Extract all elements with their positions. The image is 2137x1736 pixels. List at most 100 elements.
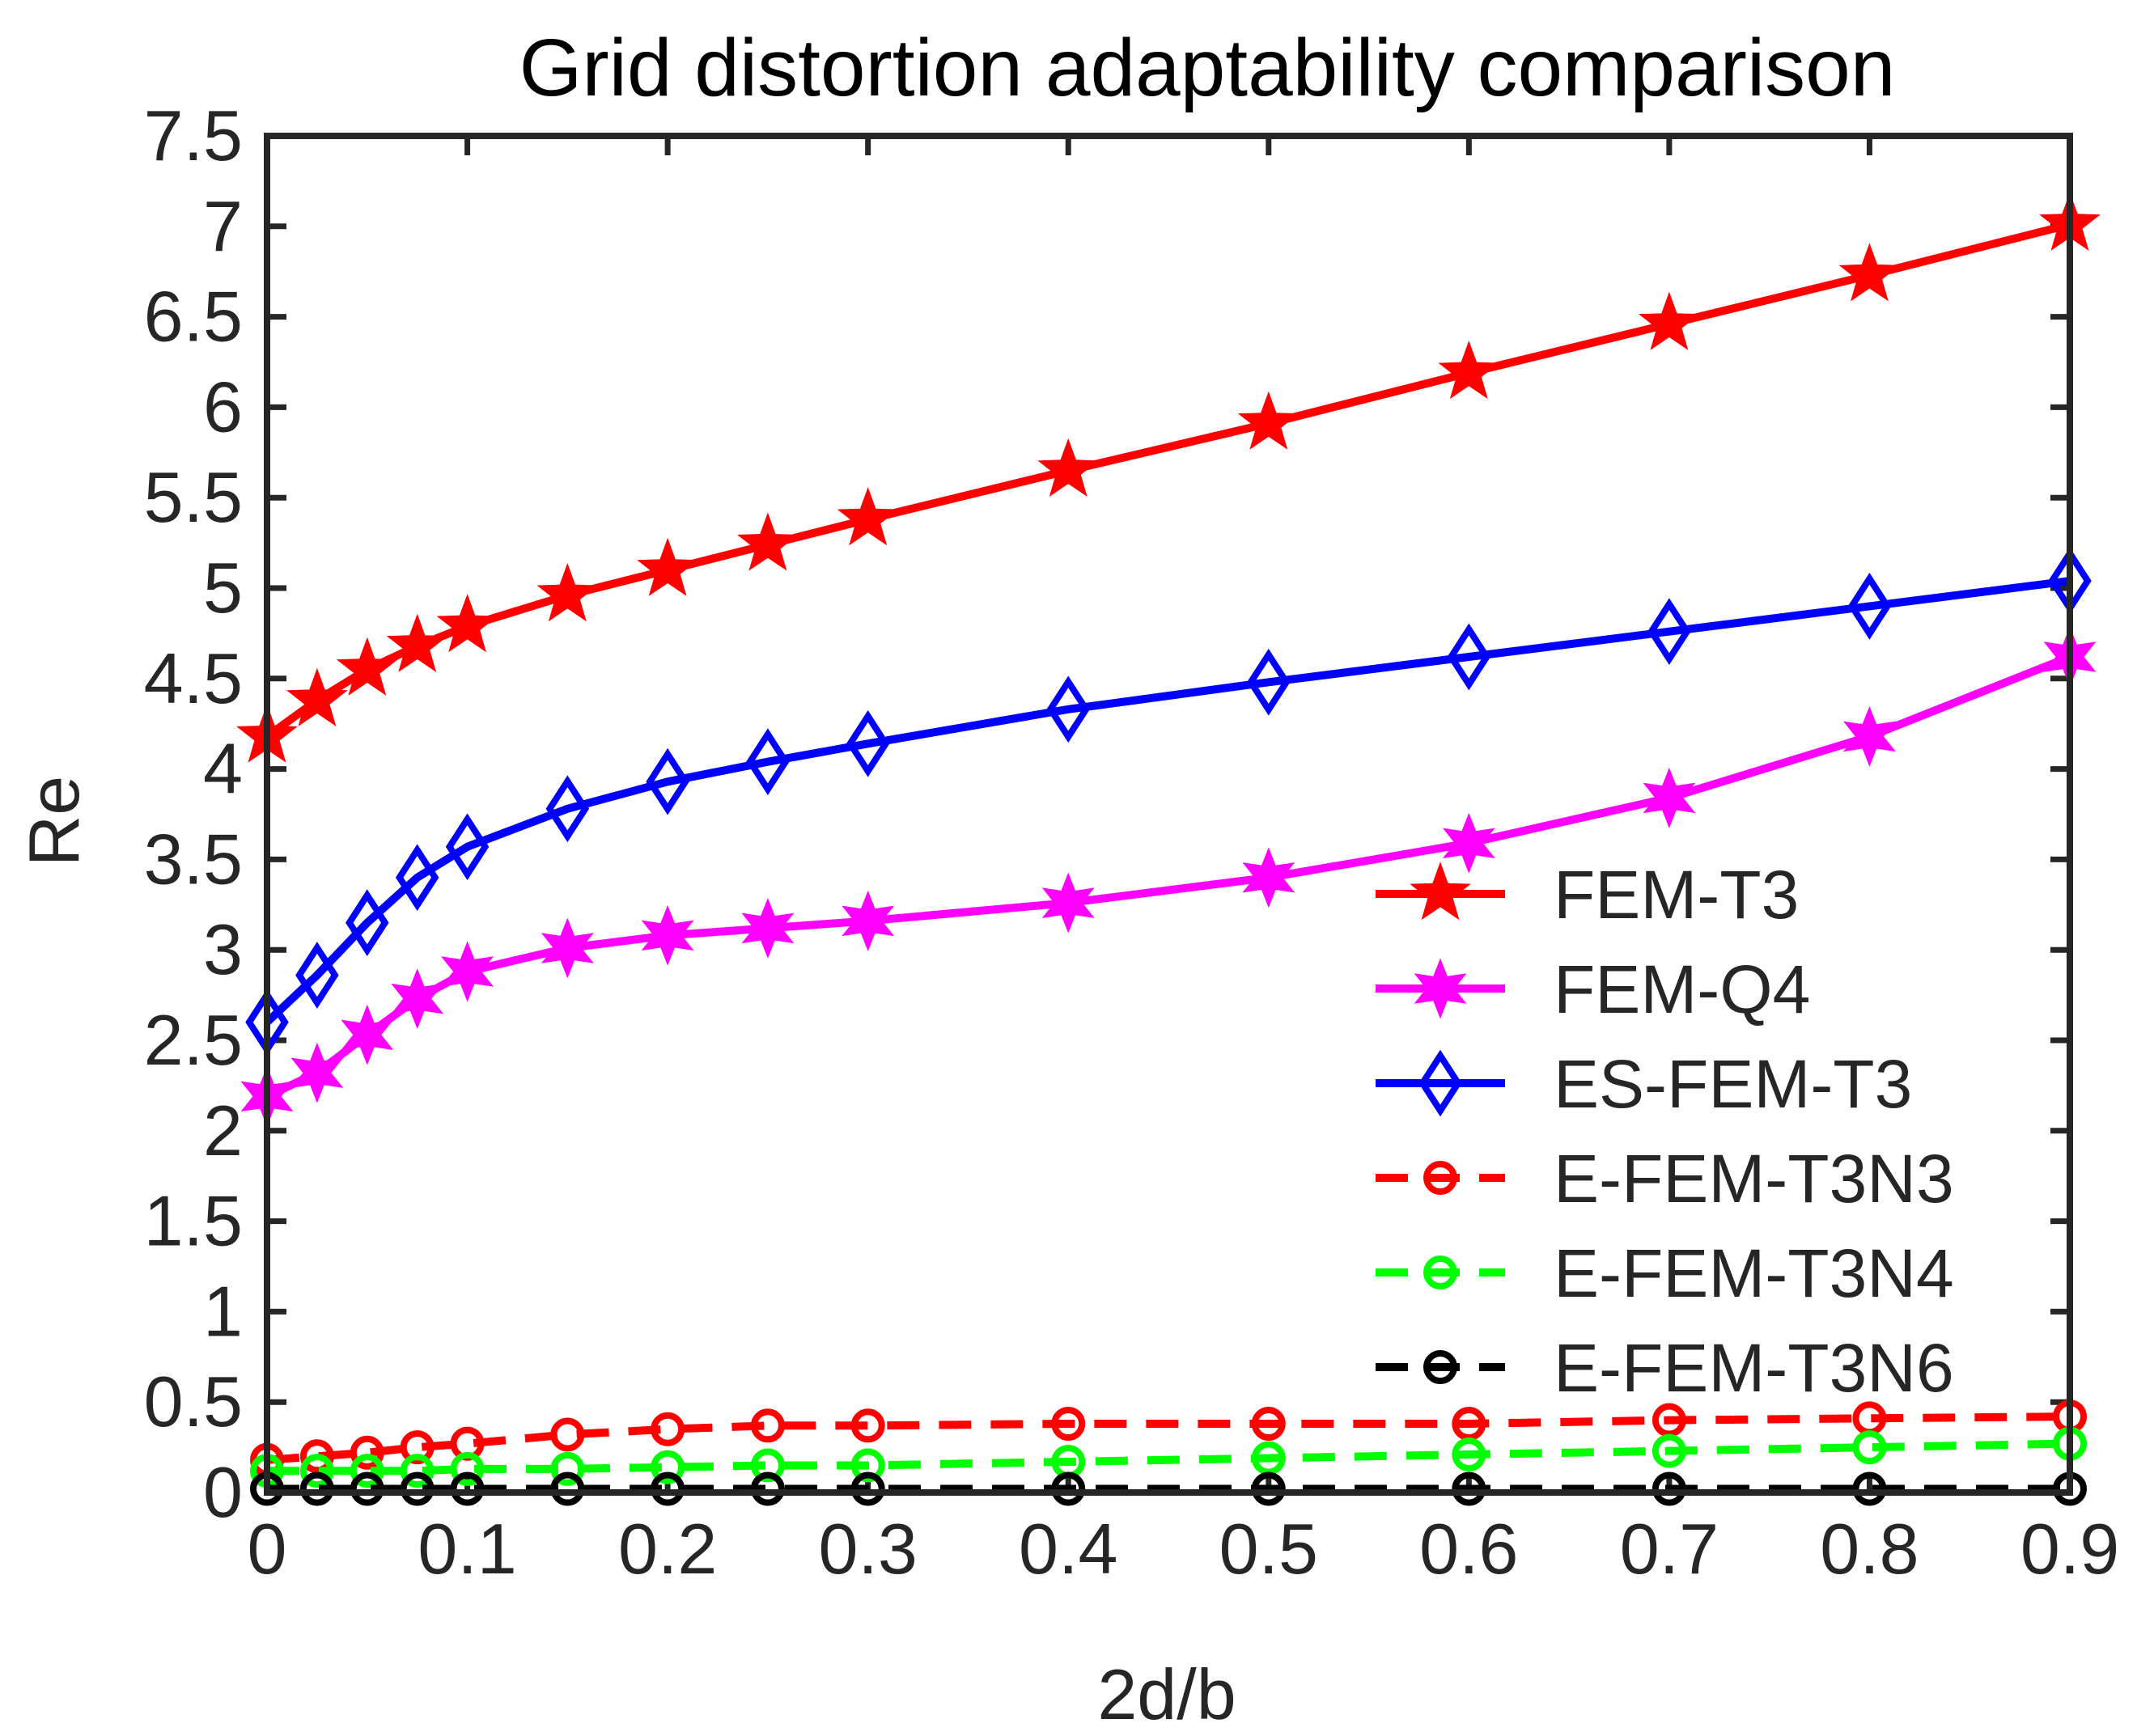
x-tick-label: 0.5 bbox=[1219, 1509, 1318, 1589]
data-point bbox=[299, 1454, 334, 1488]
x-tick-label: 0.6 bbox=[1419, 1509, 1518, 1589]
legend-marker bbox=[1414, 958, 1467, 1019]
data-point bbox=[1242, 847, 1295, 908]
data-point bbox=[1452, 1437, 1486, 1472]
data-point bbox=[1251, 1471, 1286, 1506]
data-point bbox=[550, 1417, 585, 1452]
legend-item: E-FEM-T3N3 bbox=[1376, 1141, 1954, 1217]
data-point bbox=[850, 1448, 885, 1483]
data-point bbox=[350, 1471, 384, 1506]
data-point bbox=[441, 941, 494, 1002]
legend-item: FEM-Q4 bbox=[1376, 951, 1810, 1027]
data-point bbox=[850, 1408, 885, 1443]
y-tick-label: 6.5 bbox=[144, 277, 243, 357]
data-point bbox=[299, 1471, 334, 1506]
series-line bbox=[267, 1439, 2071, 1476]
data-point bbox=[1438, 341, 1500, 400]
data-point bbox=[842, 890, 895, 951]
data-point bbox=[550, 1451, 585, 1486]
data-point bbox=[837, 487, 899, 546]
data-point bbox=[341, 1004, 394, 1065]
series-line bbox=[266, 1412, 2071, 1464]
data-point bbox=[1452, 1471, 1486, 1506]
series-e-fem-t3n3 bbox=[250, 1399, 2087, 1477]
data-point bbox=[1652, 1403, 1686, 1437]
y-tick-label: 6 bbox=[203, 366, 243, 447]
y-tick-label: 5 bbox=[203, 548, 243, 628]
x-tick-label: 0.3 bbox=[818, 1509, 917, 1589]
data-point bbox=[737, 512, 799, 571]
data-point bbox=[336, 637, 398, 696]
x-tick-label: 0 bbox=[248, 1509, 287, 1589]
data-point bbox=[637, 537, 698, 596]
legend: FEM-T3 FEM-Q4 ES-FEM-T3 E-FEM-T3N3 E-FEM-T3N… bbox=[1376, 857, 1954, 1406]
data-point bbox=[750, 1408, 785, 1443]
data-point bbox=[1852, 1471, 1887, 1506]
data-point bbox=[651, 1450, 685, 1484]
x-tick-label: 0.2 bbox=[618, 1509, 717, 1589]
y-axis-label: Re bbox=[14, 776, 94, 867]
legend-marker bbox=[1418, 1049, 1462, 1117]
legend-label: ES-FEM-T3 bbox=[1554, 1046, 1912, 1122]
data-point bbox=[651, 1412, 685, 1446]
x-tick-label: 0.7 bbox=[1620, 1509, 1719, 1589]
x-tick-label: 0.4 bbox=[1019, 1509, 1117, 1589]
data-point bbox=[445, 813, 490, 881]
series-line bbox=[265, 653, 2071, 1100]
data-point bbox=[1647, 598, 1691, 666]
data-point bbox=[450, 1451, 485, 1486]
data-point bbox=[1251, 1407, 1286, 1442]
series-e-fem-t3n4 bbox=[250, 1426, 2087, 1488]
y-tick-label: 0 bbox=[203, 1452, 243, 1532]
legend-item: E-FEM-T3N6 bbox=[1376, 1330, 1954, 1406]
x-tick-label: 0.8 bbox=[1820, 1509, 1919, 1589]
series-e-fem-t3n6 bbox=[250, 1471, 2087, 1506]
data-point bbox=[1652, 1471, 1686, 1506]
y-tick-label: 3 bbox=[203, 909, 243, 989]
series-es-fem-t3 bbox=[245, 547, 2092, 1056]
data-point bbox=[1652, 1433, 1686, 1468]
data-point bbox=[299, 1439, 334, 1474]
data-point bbox=[750, 1471, 785, 1506]
axis-ticks: 0 0.1 0.2 0.3 0.4 0.5 0.6 0.7 0.8 0.900.511.522.5… bbox=[144, 95, 2120, 1589]
data-point bbox=[395, 844, 439, 912]
plot-frame bbox=[264, 133, 2073, 1496]
data-point bbox=[391, 968, 444, 1030]
y-tick-label: 7.5 bbox=[144, 95, 243, 176]
y-tick-label: 7 bbox=[203, 186, 243, 266]
data-point bbox=[541, 917, 594, 979]
legend-label: FEM-Q4 bbox=[1554, 951, 1810, 1027]
legend-label: E-FEM-T3N3 bbox=[1554, 1141, 1954, 1217]
data-point bbox=[1041, 872, 1095, 934]
series-line bbox=[265, 220, 2071, 740]
data-point bbox=[651, 1471, 685, 1506]
series-line bbox=[264, 577, 2071, 1026]
y-tick-label: 1 bbox=[203, 1271, 243, 1351]
data-point bbox=[1643, 767, 1696, 828]
data-point bbox=[641, 904, 694, 966]
y-tick-label: 4.5 bbox=[144, 638, 243, 718]
data-point bbox=[1639, 291, 1700, 350]
data-point bbox=[386, 613, 448, 672]
data-point bbox=[646, 747, 689, 815]
data-point bbox=[400, 1430, 435, 1465]
data-point bbox=[850, 1471, 885, 1506]
y-tick-label: 2.5 bbox=[144, 1000, 243, 1080]
legend-marker bbox=[1423, 1255, 1457, 1289]
data-point bbox=[746, 728, 790, 796]
data-point bbox=[550, 1471, 585, 1506]
legend-label: E-FEM-T3N6 bbox=[1554, 1330, 1954, 1406]
data-point bbox=[400, 1454, 435, 1488]
data-point bbox=[1251, 1441, 1286, 1476]
y-tick-label: 4 bbox=[203, 729, 243, 809]
data-point bbox=[1842, 705, 1896, 767]
data-point bbox=[1051, 1407, 1086, 1442]
data-point bbox=[436, 594, 498, 653]
data-point bbox=[450, 1471, 485, 1506]
data-point bbox=[286, 667, 348, 726]
data-point bbox=[1046, 675, 1090, 743]
x-tick-label: 0.9 bbox=[2020, 1509, 2119, 1589]
data-point bbox=[1442, 812, 1495, 874]
data-point bbox=[1237, 391, 1300, 450]
legend-label: FEM-T3 bbox=[1554, 857, 1799, 933]
